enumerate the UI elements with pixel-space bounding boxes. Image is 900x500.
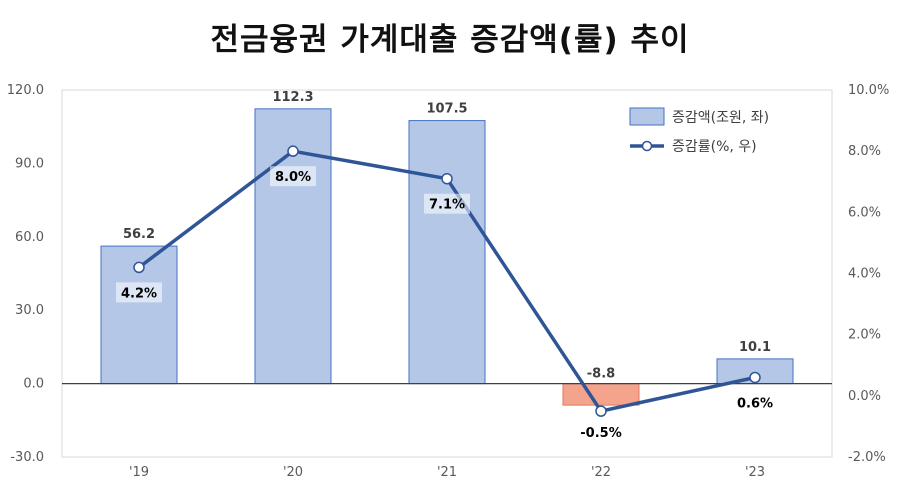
plot-area: [61, 89, 833, 458]
rate-marker: [287, 145, 299, 157]
right-tick-label: 2.0%: [848, 328, 881, 343]
legend-bar-label: 증감액(조원, 좌): [672, 110, 769, 126]
left-tick-label: 0.0: [23, 377, 44, 392]
rate-label-backdrop: [732, 392, 778, 413]
right-tick-label: 10.0%: [848, 83, 889, 98]
bar: [408, 120, 486, 385]
bar: [562, 383, 640, 406]
left-tick-label: 90.0: [15, 156, 44, 171]
bar-value-label: 56.2: [123, 227, 155, 242]
right-tick-label: 4.0%: [848, 267, 881, 282]
chart-title: 전금융권 가계대출 증감액(률) 추이: [210, 22, 690, 58]
rate-value-label: 8.0%: [275, 170, 311, 185]
rate-marker: [441, 172, 453, 185]
bar-value-label: 107.5: [426, 102, 467, 117]
right-tick-label: 0.0%: [848, 389, 881, 404]
right-tick-label: -2.0%: [848, 450, 886, 465]
left-tick-label: 120.0: [7, 83, 44, 98]
category-label: '20: [283, 465, 303, 480]
category-label: '21: [437, 465, 457, 480]
bar-value-label: -8.8: [587, 367, 615, 382]
legend-line-label: 증감률(%, 우): [672, 139, 757, 155]
rate-value-label: -0.5%: [580, 426, 621, 441]
rate-marker: [749, 371, 761, 384]
right-tick-label: 6.0%: [848, 205, 881, 220]
left-tick-label: 60.0: [15, 230, 44, 245]
rate-label-backdrop: [424, 193, 470, 214]
rate-label-backdrop: [270, 166, 316, 187]
legend-bar-swatch: [629, 107, 665, 126]
rate-value-label: 4.2%: [121, 286, 157, 301]
rate-marker: [595, 405, 607, 417]
rate-label-backdrop: [578, 422, 624, 443]
category-label: '23: [745, 465, 765, 480]
right-tick-label: 8.0%: [848, 144, 881, 159]
legend-line-marker: [641, 140, 653, 152]
category-label: '19: [129, 465, 149, 480]
bar-value-label: 112.3: [272, 90, 313, 105]
rate-value-label: 7.1%: [429, 198, 465, 213]
bar-value-label: 10.1: [739, 340, 771, 355]
left-tick-label: 30.0: [15, 303, 44, 318]
rate-label-backdrop: [116, 282, 162, 303]
category-label: '22: [591, 465, 611, 480]
rate-value-label: 0.6%: [737, 396, 773, 411]
left-tick-label: -30.0: [10, 450, 44, 465]
rate-marker: [133, 261, 145, 274]
